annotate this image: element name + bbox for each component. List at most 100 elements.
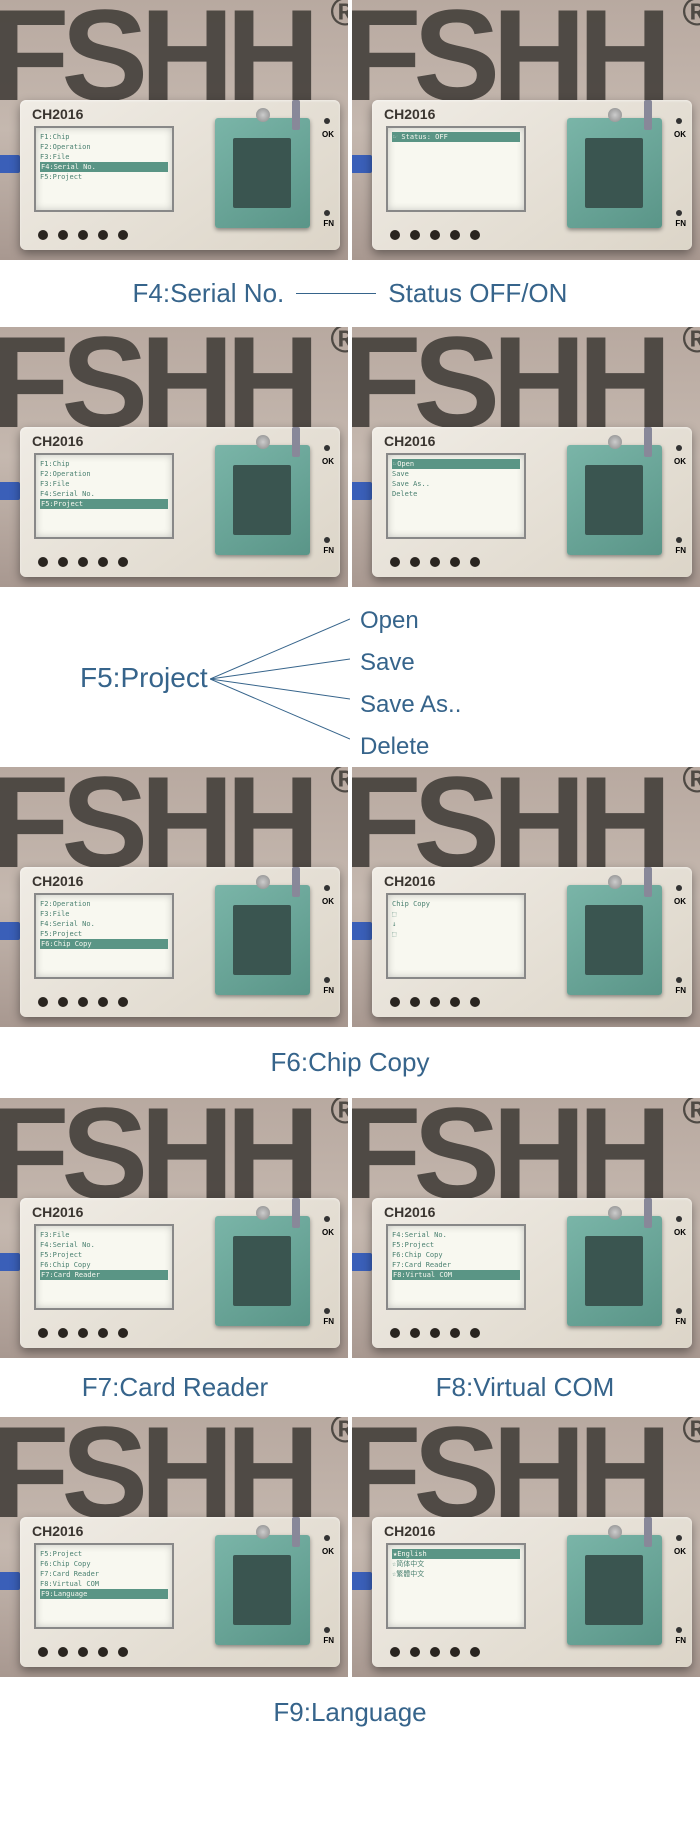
fn-label: FN xyxy=(675,546,686,555)
nav-button xyxy=(470,230,480,240)
nav-button xyxy=(430,1647,440,1657)
fn-label: FN xyxy=(675,1636,686,1645)
photo-f5-menu: FSHH® CH2016 F1:Chip F2:Operation F3:Fil… xyxy=(0,327,348,587)
caption-f4: F4:Serial No. Status OFF/ON xyxy=(0,260,700,327)
screw xyxy=(608,1525,622,1539)
nav-button xyxy=(78,557,88,567)
nav-buttons xyxy=(38,230,128,240)
caption-f6: F6:Chip Copy xyxy=(0,1027,700,1098)
nav-button xyxy=(390,997,400,1007)
fn-led xyxy=(324,210,330,216)
ok-led xyxy=(676,885,682,891)
fn-label: FN xyxy=(323,546,334,555)
zif-socket xyxy=(215,885,310,995)
screw xyxy=(608,108,622,122)
device-model-label: CH2016 xyxy=(32,873,83,889)
socket-lever xyxy=(644,1517,652,1547)
nav-buttons xyxy=(390,557,480,567)
ok-label: OK xyxy=(322,897,334,906)
fn-label: FN xyxy=(675,219,686,228)
photo-f4-status: FSHH® CH2016 ☞ Status: OFF OK FN xyxy=(352,0,700,260)
device-body: CH2016 F2:Operation F3:File F4:Serial No… xyxy=(20,867,340,1017)
f5-options: Open Save Save As.. Delete xyxy=(360,607,461,761)
f4-status-label: Status OFF/ON xyxy=(388,278,567,309)
device-model-label: CH2016 xyxy=(384,106,435,122)
nav-button xyxy=(118,1328,128,1338)
nav-button xyxy=(430,1328,440,1338)
f5-option-save: Save xyxy=(360,649,461,677)
fn-led xyxy=(324,1308,330,1314)
ok-led xyxy=(676,1535,682,1541)
fn-label: FN xyxy=(675,1317,686,1326)
screw xyxy=(256,1525,270,1539)
fn-label: FN xyxy=(323,1636,334,1645)
nav-button xyxy=(118,1647,128,1657)
nav-button xyxy=(470,1328,480,1338)
nav-button xyxy=(38,557,48,567)
ok-label: OK xyxy=(674,130,686,139)
device-model-label: CH2016 xyxy=(384,873,435,889)
f5-option-open: Open xyxy=(360,607,461,635)
nav-button xyxy=(450,1328,460,1338)
nav-button xyxy=(390,1328,400,1338)
device-model-label: CH2016 xyxy=(32,433,83,449)
nav-button xyxy=(58,557,68,567)
nav-button xyxy=(450,557,460,567)
nav-buttons xyxy=(38,1328,128,1338)
nav-buttons xyxy=(390,997,480,1007)
nav-button xyxy=(410,1328,420,1338)
nav-button xyxy=(410,1647,420,1657)
nav-button xyxy=(410,997,420,1007)
nav-button xyxy=(430,230,440,240)
screw xyxy=(256,875,270,889)
usb-cable xyxy=(352,482,372,500)
fn-label: FN xyxy=(675,986,686,995)
photo-f4-menu: FSHH® CH2016 F1:Chip F2:Operation F3:Fil… xyxy=(0,0,348,260)
zif-socket xyxy=(215,1216,310,1326)
nav-button xyxy=(58,1647,68,1657)
usb-cable xyxy=(352,922,372,940)
lcd-screen: F5:Project F6:Chip Copy F7:Card Reader F… xyxy=(34,1543,174,1629)
usb-cable xyxy=(352,1572,372,1590)
usb-cable xyxy=(0,1572,20,1590)
nav-buttons xyxy=(390,1647,480,1657)
zif-socket xyxy=(567,1535,662,1645)
zif-socket xyxy=(567,1216,662,1326)
section-f7f8-photos: FSHH® CH2016 F3:File F4:Serial No. F5:Pr… xyxy=(0,1098,700,1358)
nav-button xyxy=(98,997,108,1007)
ok-led xyxy=(676,118,682,124)
ok-led xyxy=(324,885,330,891)
f8-label: F8:Virtual COM xyxy=(350,1372,700,1403)
lcd-screen: F2:Operation F3:File F4:Serial No. F5:Pr… xyxy=(34,893,174,979)
device-body: CH2016 Chip Copy ⬚ ↓ ⬚ OK FN xyxy=(372,867,692,1017)
device-body: CH2016 F3:File F4:Serial No. F5:Project … xyxy=(20,1198,340,1348)
f5-option-saveas: Save As.. xyxy=(360,691,461,719)
device-model-label: CH2016 xyxy=(32,1523,83,1539)
fn-led xyxy=(324,537,330,543)
nav-button xyxy=(470,557,480,567)
fn-led xyxy=(676,977,682,983)
fn-label: FN xyxy=(323,1317,334,1326)
device-model-label: CH2016 xyxy=(384,433,435,449)
zif-socket xyxy=(567,885,662,995)
nav-button xyxy=(38,1647,48,1657)
device-model-label: CH2016 xyxy=(32,1204,83,1220)
branch-lines xyxy=(210,607,350,757)
socket-lever xyxy=(644,427,652,457)
device-model-label: CH2016 xyxy=(384,1523,435,1539)
photo-f6-menu: FSHH® CH2016 F2:Operation F3:File F4:Ser… xyxy=(0,767,348,1027)
screw xyxy=(256,435,270,449)
device-body: CH2016 ☞Open Save Save As.. Delete OK FN xyxy=(372,427,692,577)
usb-cable xyxy=(0,155,20,173)
nav-button xyxy=(58,997,68,1007)
f5-option-delete: Delete xyxy=(360,733,461,761)
nav-button xyxy=(118,997,128,1007)
nav-button xyxy=(78,230,88,240)
socket-lever xyxy=(644,1198,652,1228)
screw xyxy=(608,1206,622,1220)
nav-button xyxy=(38,1328,48,1338)
connector-line xyxy=(296,293,376,294)
ok-led xyxy=(324,118,330,124)
zif-socket xyxy=(215,118,310,228)
ok-label: OK xyxy=(674,1547,686,1556)
